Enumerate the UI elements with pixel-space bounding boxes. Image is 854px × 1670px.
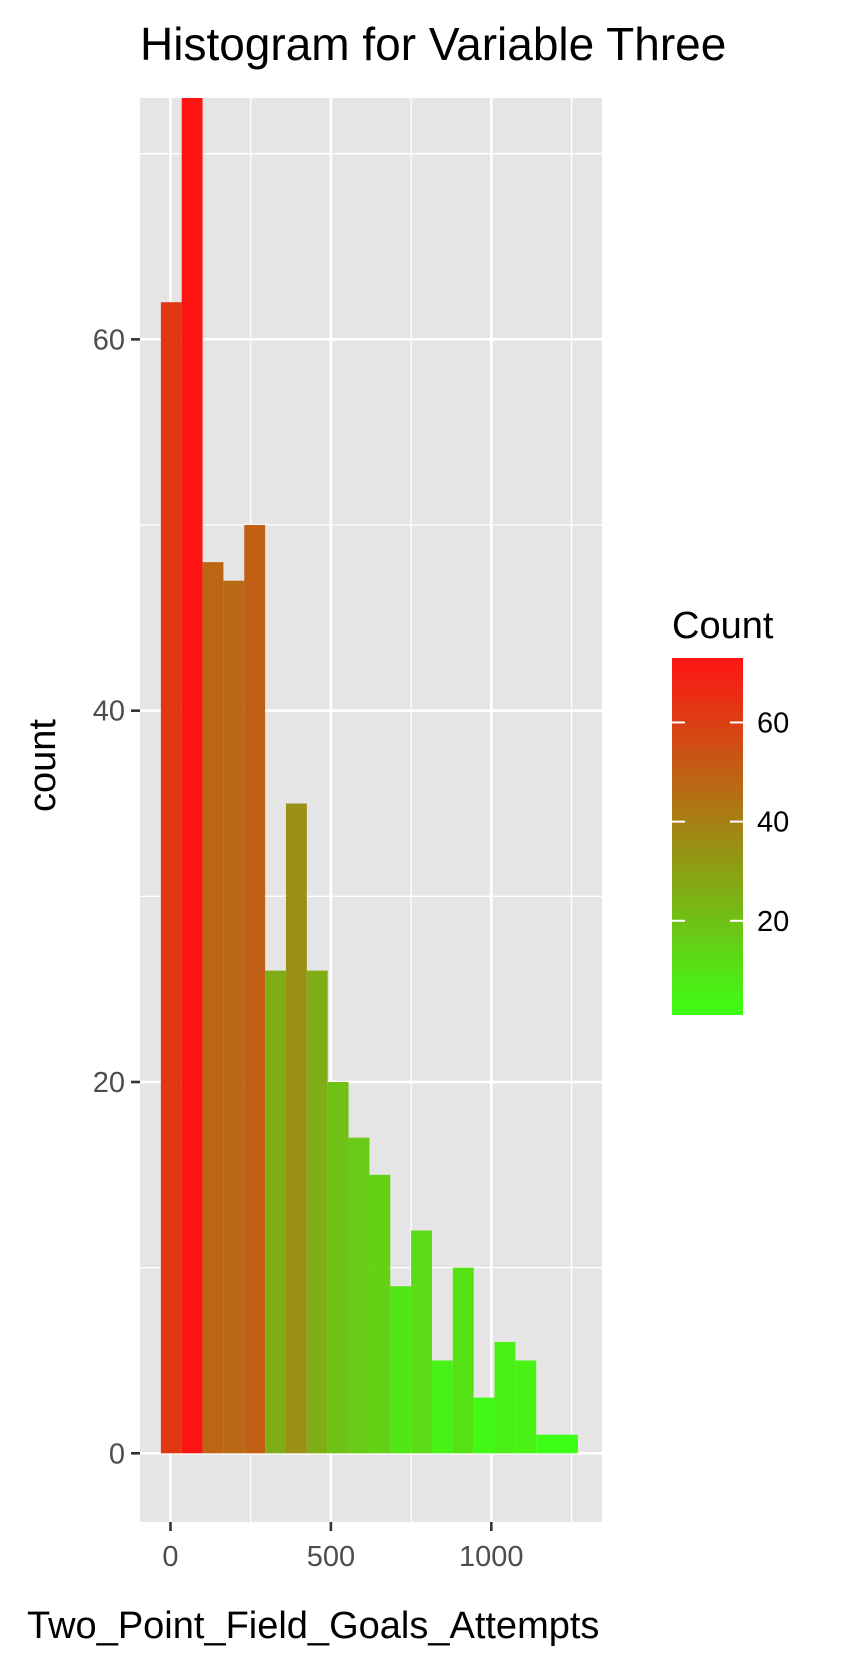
x-axis: 0 500 1000 — [162, 1522, 524, 1573]
y-axis-title: count — [22, 719, 64, 812]
legend-tick-label: 20 — [757, 906, 789, 938]
histogram-bar — [431, 1360, 453, 1454]
y-tick-label: 40 — [93, 696, 125, 728]
histogram-bar — [536, 1434, 558, 1454]
histogram-bar — [494, 1341, 516, 1454]
histogram-bar — [285, 803, 307, 1454]
y-tick-label: 20 — [93, 1067, 125, 1099]
legend-tick-label: 60 — [757, 707, 789, 739]
histogram-bar — [327, 1081, 349, 1454]
histogram-bar — [265, 970, 286, 1454]
x-tick-label: 0 — [162, 1541, 178, 1573]
histogram-bar — [515, 1360, 537, 1454]
y-tick-label: 60 — [93, 324, 125, 356]
histogram-bar — [306, 970, 328, 1454]
chart-title: Histogram for Variable Three — [140, 18, 726, 70]
x-axis-title: Two_Point_Field_Goals_Attempts — [27, 1605, 599, 1647]
histogram-bar — [473, 1397, 495, 1454]
y-axis: 0 20 40 60 — [93, 324, 140, 1470]
legend-title: Count — [672, 605, 774, 647]
histogram-bar — [390, 1286, 412, 1454]
histogram-bar — [557, 1434, 578, 1454]
histogram-bar — [202, 562, 224, 1454]
histogram-bar — [244, 525, 266, 1454]
legend-ticks: 20 40 60 — [672, 707, 789, 938]
histogram-bar — [348, 1137, 370, 1454]
histogram-bar — [223, 580, 245, 1454]
histogram-bar — [452, 1267, 474, 1454]
x-tick-label: 500 — [307, 1541, 355, 1573]
histogram-bar — [369, 1174, 391, 1454]
color-legend: Count 20 40 60 — [672, 605, 789, 1015]
histogram-bar — [411, 1230, 432, 1454]
histogram-bar — [181, 98, 203, 1454]
histogram-bars — [160, 98, 578, 1454]
legend-tick-label: 40 — [757, 807, 789, 839]
histogram-bar — [160, 302, 182, 1454]
y-tick-label: 0 — [109, 1438, 125, 1470]
x-tick-label: 1000 — [459, 1541, 524, 1573]
legend-colorbar — [672, 658, 743, 1015]
